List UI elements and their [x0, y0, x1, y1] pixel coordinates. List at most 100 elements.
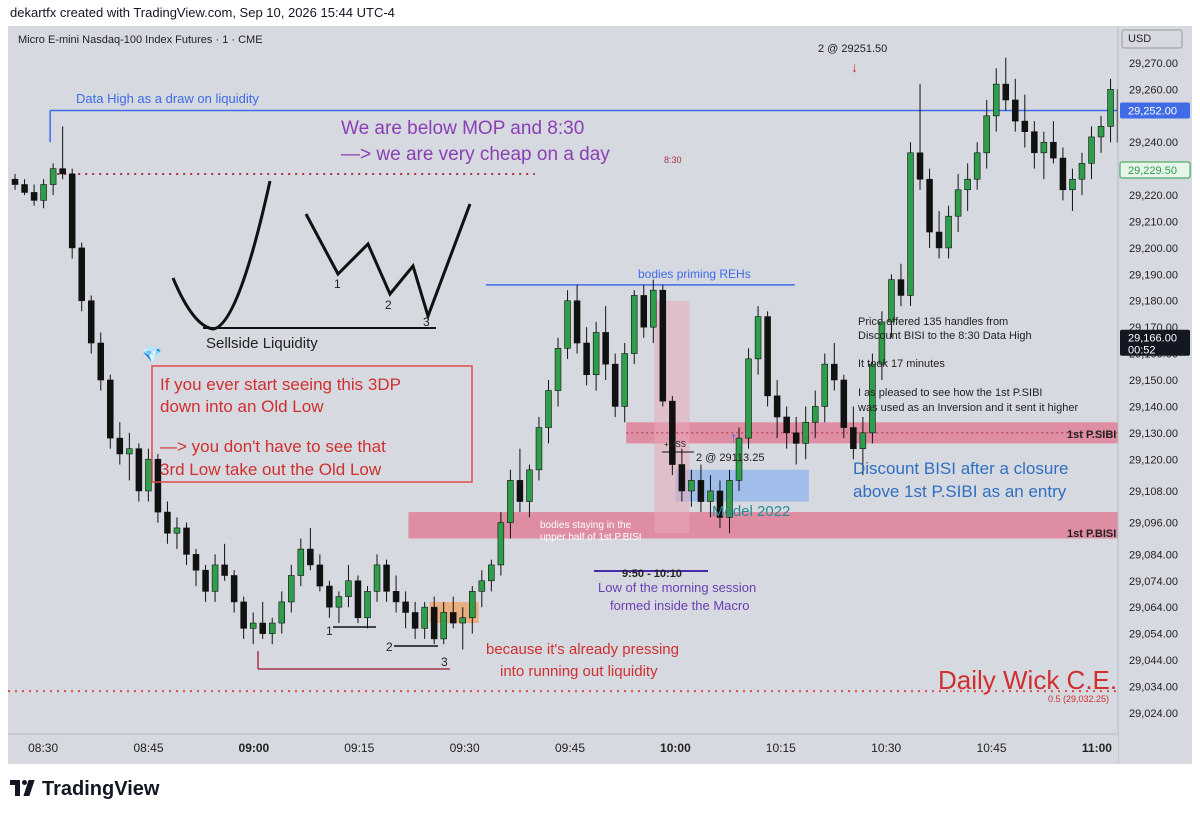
candle [916, 84, 924, 190]
candle-body [107, 379, 114, 439]
candle-body [811, 406, 819, 423]
candle-body [983, 115, 990, 154]
candle-body [411, 612, 419, 629]
candle-body [202, 569, 209, 592]
candle [1002, 57, 1010, 111]
candle [611, 353, 619, 417]
candle-body [745, 358, 752, 439]
candle-body [430, 606, 438, 640]
candle [107, 374, 114, 449]
candle [650, 279, 657, 344]
x-tick-label: 10:45 [977, 741, 1007, 755]
candle [659, 284, 667, 407]
entry-arrow-icon: ↑ [730, 429, 737, 445]
mss-label: +MSS [664, 440, 686, 449]
y-tick-label: 29,200.00 [1129, 243, 1178, 255]
candle [716, 480, 724, 528]
candle [173, 517, 181, 550]
candle-body [402, 601, 409, 613]
candle-body [392, 591, 400, 603]
chart-title: Micro E-mini Nasdaq-100 Index Futures · … [18, 34, 263, 46]
price-axis-bg [1118, 26, 1192, 764]
candle [59, 126, 66, 180]
x-tick-label: 09:00 [239, 741, 270, 755]
candle-body [650, 289, 657, 328]
candle [1012, 78, 1019, 132]
candle-body [869, 363, 876, 434]
model-label: Model 2022 [712, 503, 790, 520]
candle-body [964, 178, 971, 191]
candle-body [21, 184, 28, 193]
candle [268, 617, 276, 645]
y-tick-label: 29,180.00 [1129, 296, 1178, 308]
candle [954, 173, 962, 233]
candle-body [1012, 99, 1019, 122]
price-badge [1120, 329, 1190, 356]
candle-body [878, 321, 886, 365]
candle [573, 284, 581, 354]
p-sibi-label: 1st P.SIBI [1067, 429, 1116, 441]
candle-body [535, 427, 543, 471]
x-tick-label: 10:15 [766, 741, 796, 755]
candle [878, 311, 886, 380]
candle-body [49, 168, 57, 185]
candle [583, 327, 590, 386]
tradingview-logo[interactable]: TradingView [10, 778, 159, 801]
candle [935, 210, 943, 259]
candle [983, 99, 990, 169]
candle [640, 284, 648, 338]
candle-body [249, 622, 257, 629]
candle [421, 601, 428, 639]
candle-body [821, 363, 829, 407]
candle [1078, 152, 1086, 196]
candle [535, 416, 543, 481]
candle-body [145, 458, 152, 492]
top-bar: dekartfx created with TradingView.com, S… [0, 0, 1200, 26]
drive-2-label: 2 [385, 298, 392, 312]
candle [669, 395, 676, 476]
low-2-label: 2 [386, 640, 393, 654]
candle [87, 295, 95, 354]
candle [1069, 168, 1076, 211]
rule-text-2: down into an Old Low [160, 397, 324, 416]
pressing-text-1: because it's already pressing [486, 641, 679, 658]
candle-body [1021, 120, 1029, 132]
candle [773, 380, 781, 439]
candle [364, 586, 371, 629]
candle [459, 607, 467, 650]
price-badge [1119, 161, 1191, 179]
candle [802, 406, 809, 460]
candle [40, 179, 47, 209]
candle [478, 570, 486, 608]
y-tick-label: 29,190.00 [1129, 269, 1178, 281]
candle [164, 501, 171, 544]
price-chart[interactable]: Micro E-mini Nasdaq-100 Index Futures · … [8, 26, 1192, 764]
bodies-text-2: upper half of 1st P.BISI [540, 532, 642, 543]
y-tick-label: 29,150.00 [1129, 375, 1178, 387]
candle-body [907, 152, 914, 296]
candle [907, 142, 914, 307]
candle [402, 591, 409, 629]
candle-body [735, 437, 743, 481]
sellside-curve [171, 180, 272, 331]
candle-body [126, 448, 133, 455]
candle [1050, 121, 1057, 164]
candle [68, 168, 76, 259]
candle [145, 448, 152, 502]
inversion-text-1: I as pleased to see how the 1st P.SIBI [858, 387, 1042, 399]
candle [183, 522, 190, 565]
candle-body [11, 178, 19, 185]
candle-body [383, 564, 390, 592]
candle-body [716, 490, 724, 518]
candle-body [697, 480, 705, 502]
candle-body [554, 347, 562, 391]
candle-body [1040, 141, 1048, 154]
candle-body [764, 316, 771, 397]
candle-body [573, 300, 581, 344]
candle [354, 575, 362, 624]
y-tick-label: 29,210.00 [1129, 216, 1178, 228]
candle [326, 580, 333, 618]
candle [230, 570, 238, 613]
discount-text-2: above 1st P.SIBI as an entry [853, 482, 1067, 501]
candle [678, 448, 686, 502]
